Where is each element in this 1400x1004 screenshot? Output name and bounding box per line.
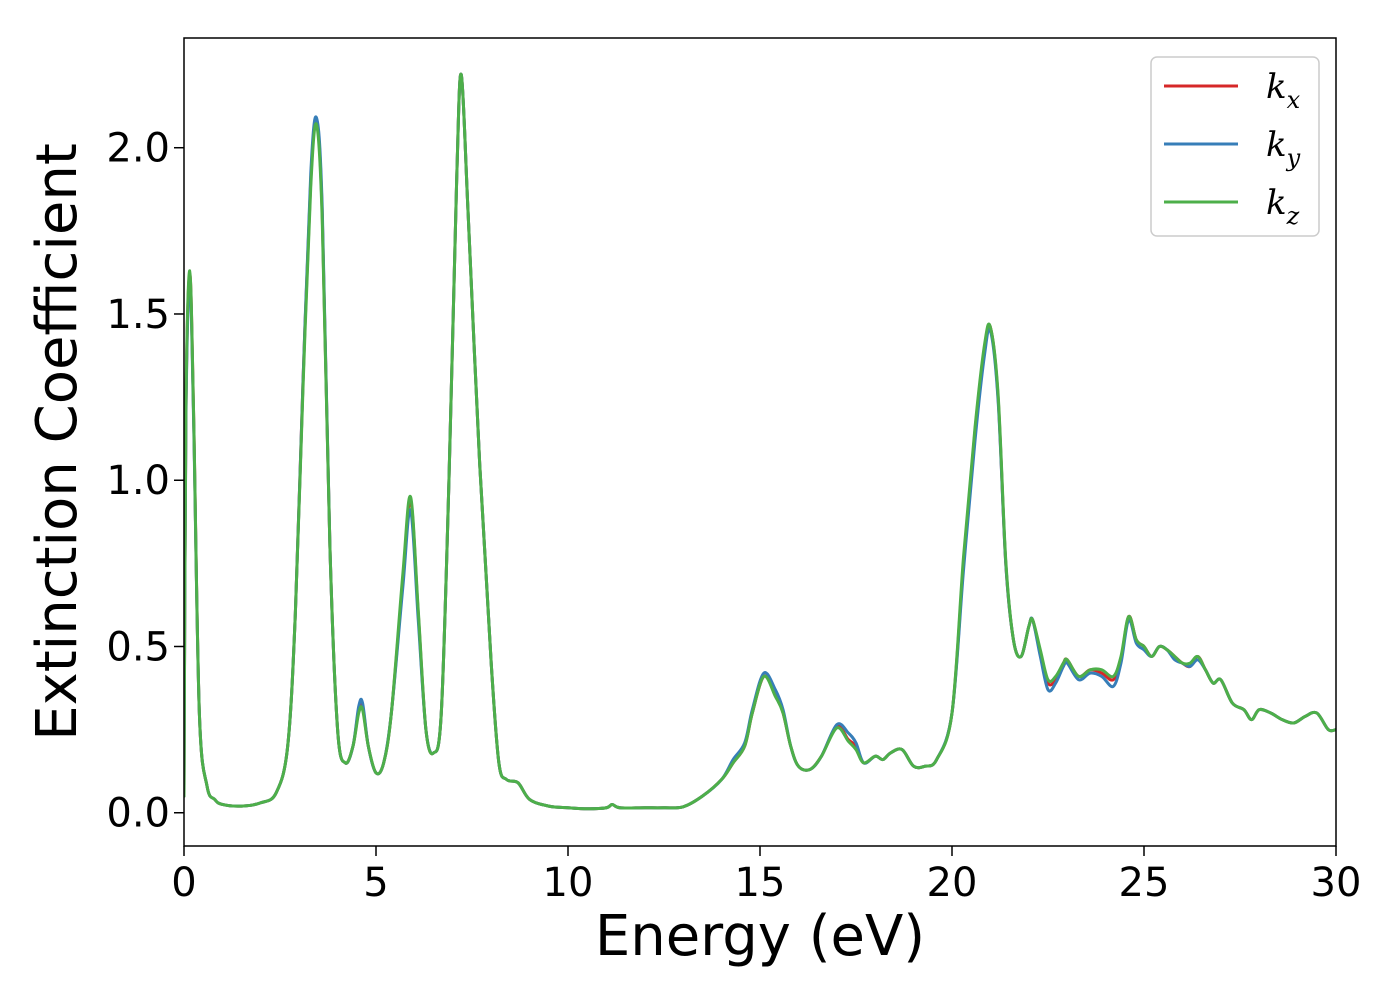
- y-tick-label: 1.0: [106, 458, 170, 504]
- x-axis-label: Energy (eV): [595, 904, 925, 969]
- y-tick-label: 2.0: [106, 126, 170, 172]
- y-tick-label: 1.5: [106, 292, 170, 338]
- x-tick-label: 5: [363, 860, 388, 906]
- y-tick-label: 0.5: [106, 624, 170, 670]
- x-tick-label: 0: [171, 860, 196, 906]
- x-tick-label: 10: [543, 860, 594, 906]
- legend-label-z: kz: [1266, 183, 1300, 230]
- y-axis-ticks: 0.0 0.5 1.0 1.5 2.0: [106, 126, 184, 837]
- legend-label-x: kx: [1266, 67, 1301, 114]
- legend-label-y: ky: [1266, 125, 1301, 172]
- y-tick-label: 0.0: [106, 791, 170, 837]
- x-axis-ticks: 0 5 10 15 20 25 30: [171, 846, 1361, 906]
- x-tick-label: 15: [735, 860, 786, 906]
- y-axis-label: Extinction Coefficient: [25, 143, 90, 741]
- plot-layer: [184, 72, 1336, 811]
- series-line-z: [184, 72, 1336, 811]
- x-tick-label: 25: [1119, 860, 1170, 906]
- legend-box: [1150, 56, 1320, 237]
- x-tick-label: 20: [927, 860, 978, 906]
- x-tick-label: 30: [1311, 860, 1362, 906]
- legend: kx ky kz: [1150, 56, 1320, 237]
